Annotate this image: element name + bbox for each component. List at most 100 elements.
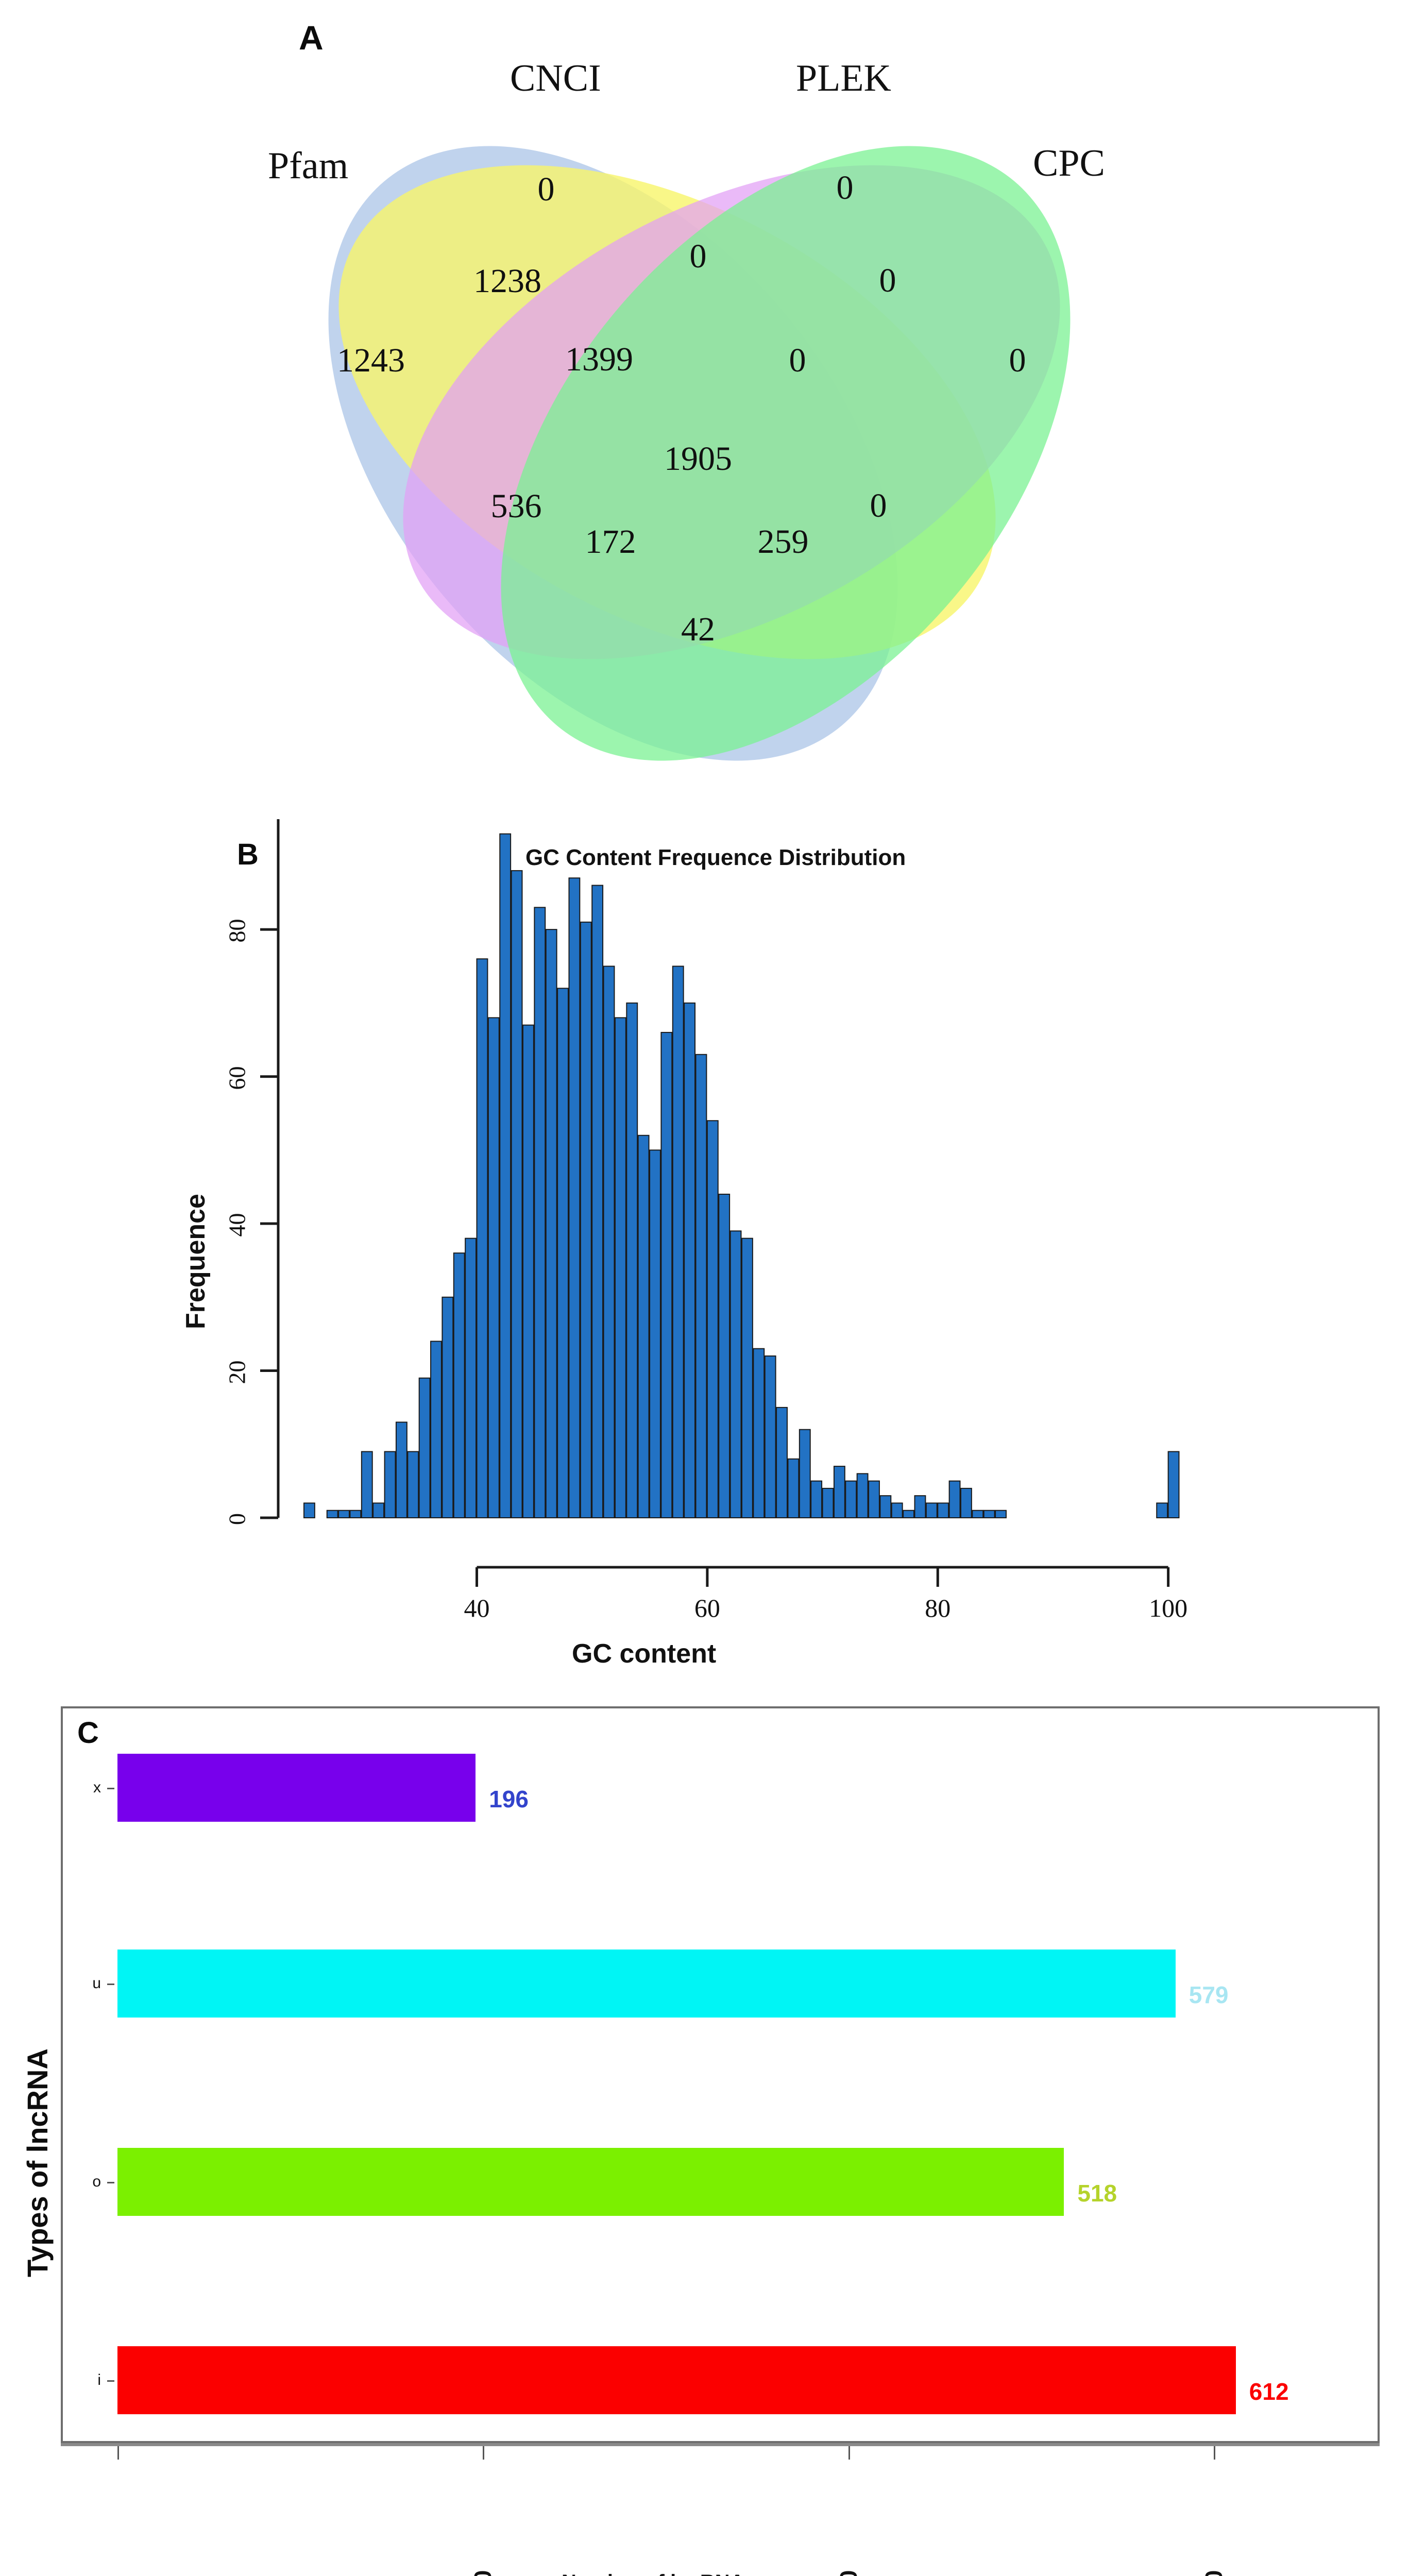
barchart-category-tick bbox=[107, 2380, 114, 2382]
histogram-bar bbox=[407, 1451, 419, 1519]
barchart-category-i: i bbox=[97, 2371, 101, 2388]
histogram-bar bbox=[499, 833, 512, 1518]
barchart-bar-u bbox=[117, 1950, 1176, 2018]
panel-c-plot-frame bbox=[61, 1706, 1380, 2443]
venn-set-label-cnci: CNCI bbox=[510, 57, 601, 99]
histogram-bar bbox=[557, 988, 569, 1518]
histogram-bar bbox=[856, 1473, 869, 1518]
venn-count-pfam-cpc: 42 bbox=[681, 611, 715, 648]
venn-set-label-plek: PLEK bbox=[796, 57, 891, 99]
histogram-bar bbox=[487, 1017, 500, 1518]
histogram-bar bbox=[753, 1348, 765, 1518]
panel-a-label: A bbox=[299, 19, 324, 57]
histogram-bar bbox=[1156, 1502, 1168, 1518]
barchart-category-u: u bbox=[92, 1975, 101, 1992]
histogram-bar bbox=[879, 1495, 892, 1519]
venn-count-cnci-plek-cpc: 0 bbox=[789, 342, 806, 379]
panel-b-label: B bbox=[237, 838, 259, 871]
histogram-bar bbox=[580, 921, 592, 1519]
histogram-bar bbox=[706, 1120, 719, 1518]
histogram-bar bbox=[776, 1406, 788, 1519]
histogram-bar bbox=[453, 1252, 465, 1518]
histogram-bar bbox=[1167, 1451, 1180, 1519]
histogram-bar bbox=[361, 1451, 373, 1519]
histogram-x-axis-label: GC content bbox=[572, 1639, 717, 1669]
barchart-x-tick: 200 bbox=[469, 2559, 497, 2576]
histogram-x-tick: 100 bbox=[1149, 1594, 1188, 1622]
histogram-bar bbox=[626, 1002, 638, 1518]
histogram-bar bbox=[511, 870, 523, 1518]
histogram-x-tick: 60 bbox=[694, 1594, 720, 1622]
venn-count-pfam-cnci-plek: 1399 bbox=[565, 341, 633, 378]
histogram-x-tick: 80 bbox=[925, 1594, 951, 1622]
barchart-x-tick: 600 bbox=[1200, 2559, 1228, 2576]
histogram-bars bbox=[303, 833, 1180, 1519]
panel-b-gc-histogram: B GC Content Frequence Distribution Freq… bbox=[0, 799, 1426, 1690]
histogram-x-tick: 40 bbox=[464, 1594, 490, 1622]
histogram-bar bbox=[660, 1031, 673, 1518]
histogram-bar bbox=[937, 1502, 949, 1518]
panel-c-lncrna-types-barchart: C Types of lncRNA Number of lncRNA 196 57… bbox=[0, 1695, 1426, 2576]
barchart-value-label-i: 612 bbox=[1249, 2378, 1289, 2405]
histogram-bar bbox=[522, 1024, 534, 1519]
histogram-bar bbox=[845, 1480, 857, 1519]
venn-count-pfam-only: 1243 bbox=[337, 342, 405, 379]
venn-set-label-pfam: Pfam bbox=[268, 145, 349, 187]
barchart-x-tick-mark bbox=[117, 2446, 119, 2460]
barchart-y-axis-label: Types of lncRNA bbox=[21, 2048, 54, 2277]
histogram-bar bbox=[603, 965, 615, 1519]
barchart-x-axis-line bbox=[61, 2443, 1380, 2446]
histogram-bar bbox=[868, 1480, 880, 1519]
histogram-bar bbox=[384, 1451, 396, 1519]
barchart-category-x: x bbox=[93, 1779, 101, 1796]
histogram-bar bbox=[349, 1510, 362, 1518]
venn-count-cnci-plek: 0 bbox=[689, 238, 707, 275]
barchart-category-tick bbox=[107, 2182, 114, 2183]
venn-ellipses bbox=[328, 146, 1071, 761]
venn-count-cnci-only: 0 bbox=[537, 171, 555, 208]
barchart-category-o: o bbox=[92, 2173, 101, 2190]
histogram-bar bbox=[741, 1238, 753, 1518]
histogram-bar bbox=[545, 929, 557, 1519]
barchart-value-label-u: 579 bbox=[1189, 1981, 1229, 2008]
histogram-bar bbox=[442, 1296, 454, 1518]
histogram-bar bbox=[672, 965, 684, 1519]
barchart-bar-x bbox=[117, 1754, 476, 1822]
barchart-bar-i bbox=[117, 2346, 1236, 2414]
histogram-bar bbox=[833, 1466, 845, 1518]
barchart-x-tick: 400 bbox=[835, 2559, 862, 2576]
histogram-bar bbox=[430, 1341, 442, 1519]
barchart-value-label-o: 518 bbox=[1077, 2180, 1117, 2207]
venn-count-pfam-cnci: 1238 bbox=[473, 262, 541, 300]
histogram-bar bbox=[718, 1193, 731, 1518]
venn-ellipse-cpc bbox=[501, 146, 1071, 761]
panel-c-label: C bbox=[77, 1716, 99, 1750]
histogram-y-tick: 80 bbox=[224, 919, 250, 943]
histogram-bar bbox=[591, 885, 604, 1519]
barchart-category-tick bbox=[107, 1788, 114, 1789]
histogram-bar bbox=[787, 1458, 800, 1519]
histogram-bar bbox=[326, 1510, 338, 1518]
histogram-y-tick: 60 bbox=[224, 1066, 250, 1090]
barchart-x-axis-label: Number of lncRNA bbox=[562, 2571, 745, 2576]
histogram-title: GC Content Frequence Distribution bbox=[525, 845, 906, 870]
histogram-bar bbox=[695, 1054, 707, 1518]
venn-count-plek-only: 0 bbox=[836, 169, 854, 207]
venn-count-plek-cpc: 0 bbox=[879, 262, 896, 299]
histogram-bar bbox=[903, 1510, 915, 1518]
barchart-x-tick-mark bbox=[848, 2446, 850, 2460]
histogram-bar bbox=[891, 1502, 903, 1518]
venn-count-pfam-plek-cpc: 172 bbox=[585, 523, 636, 561]
venn-count-cnci-cpc: 0 bbox=[870, 487, 887, 524]
histogram-bar bbox=[534, 907, 546, 1518]
histogram-bar bbox=[948, 1480, 961, 1519]
venn-count-pfam-plek: 536 bbox=[490, 487, 542, 525]
barchart-bar-o bbox=[117, 2148, 1064, 2216]
histogram-bar bbox=[395, 1421, 408, 1518]
histogram-bar bbox=[822, 1487, 834, 1519]
venn-set-label-cpc: CPC bbox=[1033, 142, 1105, 184]
histogram-axes bbox=[260, 819, 1170, 1587]
histogram-bar bbox=[810, 1480, 823, 1519]
histogram-plot-area bbox=[260, 819, 1180, 1587]
histogram-bar bbox=[465, 1238, 477, 1518]
